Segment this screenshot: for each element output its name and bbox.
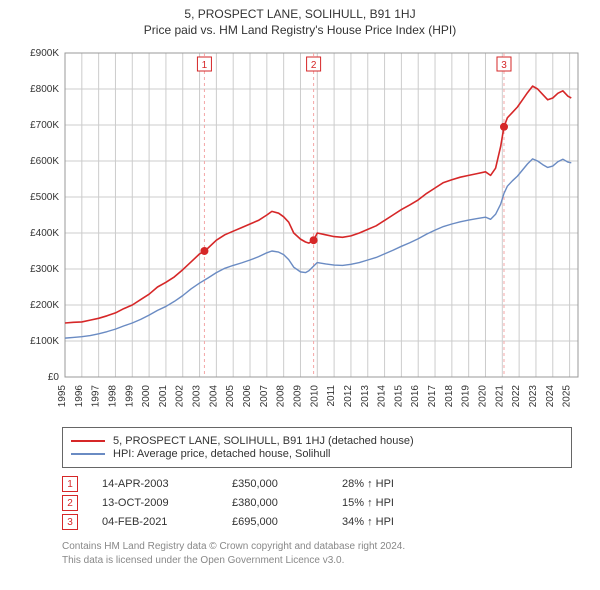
x-tick-label: 1998	[107, 385, 118, 408]
price-chart: £0 £100K £200K £300K £400K £500K £600K £700K £80…	[13, 43, 588, 423]
x-tick-label: 2025	[561, 385, 572, 408]
event-row-delta: 34% ↑ HPI	[342, 516, 394, 528]
y-tick-label: £0	[47, 372, 59, 383]
x-tick-label: 2014	[376, 385, 387, 408]
x-tick-label: 2015	[393, 385, 404, 408]
x-tick-label: 2006	[242, 385, 253, 408]
event-row: 2 13-OCT-2009£380,00015% ↑ HPI	[62, 495, 572, 511]
event-row-delta: 15% ↑ HPI	[342, 497, 394, 509]
event-row-date: 13-OCT-2009	[102, 497, 232, 509]
event-marker-num: 3	[501, 60, 507, 71]
x-tick-label: 2024	[544, 385, 555, 408]
event-row-num: 1	[62, 476, 78, 492]
legend-label: HPI: Average price, detached house, Soli…	[113, 448, 331, 460]
footer-line1: Contains HM Land Registry data © Crown c…	[62, 540, 572, 554]
x-tick-label: 2017	[427, 385, 438, 408]
event-row-price: £350,000	[232, 478, 342, 490]
legend-swatch	[71, 440, 105, 442]
x-tick-label: 2021	[494, 385, 505, 408]
y-tick-label: £100K	[30, 336, 59, 347]
event-row-delta: 28% ↑ HPI	[342, 478, 394, 490]
event-point	[499, 123, 507, 131]
x-tick-label: 2002	[174, 385, 185, 408]
event-point	[200, 247, 208, 255]
event-row-price: £695,000	[232, 516, 342, 528]
address-title: 5, PROSPECT LANE, SOLIHULL, B91 1HJ	[0, 6, 600, 22]
x-tick-label: 2012	[342, 385, 353, 408]
event-marker-num: 2	[310, 60, 316, 71]
x-tick-label: 2023	[527, 385, 538, 408]
x-tick-label: 2016	[410, 385, 421, 408]
event-marker-num: 1	[201, 60, 207, 71]
x-tick-label: 1997	[90, 385, 101, 408]
event-point	[309, 236, 317, 244]
legend-item: 5, PROSPECT LANE, SOLIHULL, B91 1HJ (det…	[71, 435, 563, 447]
legend: 5, PROSPECT LANE, SOLIHULL, B91 1HJ (det…	[62, 427, 572, 468]
event-row: 1 14-APR-2003£350,00028% ↑ HPI	[62, 476, 572, 492]
legend-item: HPI: Average price, detached house, Soli…	[71, 448, 563, 460]
x-tick-label: 2001	[157, 385, 168, 408]
x-tick-label: 2005	[225, 385, 236, 408]
event-row: 3 04-FEB-2021£695,00034% ↑ HPI	[62, 514, 572, 530]
x-tick-label: 2011	[326, 385, 337, 407]
x-tick-label: 2009	[292, 385, 303, 408]
x-tick-label: 2007	[258, 385, 269, 408]
x-tick-label: 2008	[275, 385, 286, 408]
x-tick-label: 2004	[208, 385, 219, 408]
footer-line2: This data is licensed under the Open Gov…	[62, 554, 572, 568]
x-tick-label: 2003	[191, 385, 202, 408]
x-tick-label: 1995	[57, 385, 68, 408]
legend-label: 5, PROSPECT LANE, SOLIHULL, B91 1HJ (det…	[113, 435, 414, 447]
y-tick-label: £700K	[30, 120, 59, 131]
event-row-num: 3	[62, 514, 78, 530]
y-tick-label: £500K	[30, 192, 59, 203]
y-tick-label: £900K	[30, 48, 59, 59]
y-tick-label: £800K	[30, 84, 59, 95]
x-tick-label: 2019	[460, 385, 471, 408]
y-tick-label: £300K	[30, 264, 59, 275]
x-tick-label: 1999	[124, 385, 135, 408]
x-tick-label: 2022	[511, 385, 522, 408]
x-tick-label: 2020	[477, 385, 488, 408]
chart-subtitle: Price paid vs. HM Land Registry's House …	[0, 23, 600, 37]
event-list: 1 14-APR-2003£350,00028% ↑ HPI 2 13-OCT-200…	[62, 476, 572, 530]
event-row-date: 14-APR-2003	[102, 478, 232, 490]
chart-svg: £0 £100K £200K £300K £400K £500K £600K £700K £80…	[13, 43, 588, 423]
attribution-footer: Contains HM Land Registry data © Crown c…	[62, 540, 572, 567]
x-tick-label: 2013	[359, 385, 370, 408]
event-row-price: £380,000	[232, 497, 342, 509]
x-tick-label: 2000	[141, 385, 152, 408]
event-row-num: 2	[62, 495, 78, 511]
y-tick-label: £600K	[30, 156, 59, 167]
y-tick-label: £200K	[30, 300, 59, 311]
y-tick-label: £400K	[30, 228, 59, 239]
x-tick-label: 2010	[309, 385, 320, 408]
x-tick-label: 2018	[443, 385, 454, 408]
event-row-date: 04-FEB-2021	[102, 516, 232, 528]
x-tick-label: 1996	[73, 385, 84, 408]
legend-swatch	[71, 453, 105, 455]
